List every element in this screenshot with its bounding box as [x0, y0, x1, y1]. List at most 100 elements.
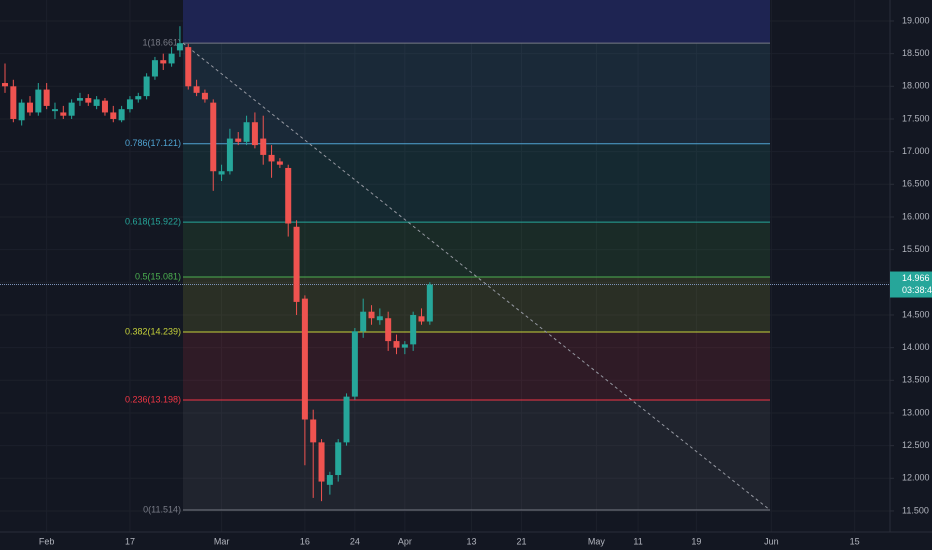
- fib-zone: [183, 143, 770, 223]
- candle-body: [18, 102, 25, 121]
- candle-body: [285, 167, 292, 224]
- candle-body: [351, 331, 358, 397]
- x-tick-label: 16: [300, 536, 310, 546]
- fib-zone: [183, 332, 770, 401]
- fib-zone: [183, 222, 770, 278]
- candle-body: [368, 311, 375, 319]
- fib-label: 0.786(17.121): [125, 138, 181, 148]
- candle-body: [251, 122, 258, 146]
- candle-body: [68, 102, 75, 116]
- candle-body: [135, 96, 142, 100]
- x-tick-label: 11: [633, 536, 642, 546]
- fib-label: 1(18.661): [142, 37, 181, 47]
- y-tick-label: 15.500: [902, 244, 930, 254]
- candle-body: [401, 344, 408, 348]
- candle-body: [160, 60, 167, 64]
- y-tick-label: 13.500: [902, 375, 930, 385]
- candle-body: [335, 442, 342, 476]
- candle-body: [360, 311, 367, 332]
- candle-body: [43, 89, 50, 106]
- candle-body: [301, 298, 308, 420]
- candle-body: [101, 100, 108, 113]
- candle-body: [426, 284, 433, 322]
- fib-label: 0.236(13.198): [125, 394, 181, 404]
- candle-body: [193, 86, 200, 93]
- y-tick-label: 14.000: [902, 342, 930, 352]
- candle-body: [35, 89, 42, 113]
- y-tick-label: 17.500: [902, 113, 930, 123]
- candle-body: [393, 341, 400, 348]
- x-tick-label: Mar: [214, 536, 230, 546]
- candle-body: [310, 419, 317, 443]
- candle-body: [410, 314, 417, 345]
- candle-body: [376, 316, 383, 321]
- candle-body: [293, 226, 300, 302]
- candle-body: [176, 43, 183, 51]
- candle-body: [126, 99, 133, 110]
- x-tick-label: 17: [125, 536, 135, 546]
- candle-body: [318, 442, 325, 482]
- x-tick-label: 24: [350, 536, 360, 546]
- candle-body: [226, 138, 233, 172]
- candle-body: [243, 122, 250, 142]
- candle-body: [185, 47, 192, 87]
- x-tick-label: 19: [691, 536, 701, 546]
- countdown-label: 03:38:46: [902, 285, 932, 295]
- candle-body: [276, 161, 283, 165]
- candle-body: [418, 316, 425, 322]
- candle-body: [85, 98, 92, 103]
- fib-zone: [183, 43, 770, 144]
- y-tick-label: 17.000: [902, 146, 930, 156]
- y-tick-label: 18.500: [902, 48, 930, 58]
- fib-trend-line: [182, 42, 771, 511]
- candle-body: [60, 112, 67, 116]
- y-tick-label: 16.000: [902, 211, 930, 221]
- x-tick-label: Jun: [764, 536, 779, 546]
- fib-label: 0.382(14.239): [125, 326, 181, 336]
- last-price-label: 14.966: [902, 273, 930, 283]
- candle-body: [268, 154, 275, 162]
- fib-label: 0.618(15.922): [125, 216, 181, 226]
- y-tick-label: 13.000: [902, 407, 930, 417]
- candle-body: [143, 76, 150, 97]
- candle-body: [260, 138, 267, 155]
- y-tick-label: 18.000: [902, 81, 930, 91]
- x-tick-label: 13: [466, 536, 476, 546]
- y-tick-label: 11.500: [902, 505, 929, 515]
- x-tick-label: 15: [850, 536, 860, 546]
- fib-zone: [183, 277, 770, 333]
- last-price-tag: [890, 271, 932, 298]
- fib-label: 0.5(15.081): [135, 271, 181, 281]
- fib-label: 0(11.514): [143, 504, 181, 514]
- x-tick-label: Apr: [398, 536, 412, 546]
- y-tick-label: 12.500: [902, 440, 930, 450]
- candle-body: [210, 102, 217, 172]
- candle-body: [151, 60, 158, 77]
- x-tick-label: Feb: [39, 536, 55, 546]
- candle-body: [93, 99, 100, 106]
- x-tick-label: 21: [516, 536, 526, 546]
- candle-body: [26, 102, 33, 113]
- candle-body: [343, 396, 350, 443]
- y-tick-label: 12.000: [902, 473, 930, 483]
- fib-top-zone: [183, 0, 770, 44]
- candle-body: [76, 98, 83, 101]
- fib-zone: [183, 400, 770, 511]
- y-tick-label: 16.500: [902, 179, 930, 189]
- candle-body: [118, 109, 125, 121]
- y-tick-label: 14.500: [902, 309, 930, 319]
- x-tick-label: May: [588, 536, 606, 546]
- y-tick-label: 19.000: [902, 15, 930, 25]
- candle-body: [110, 112, 117, 119]
- candle-body: [168, 53, 175, 64]
- candle-body: [326, 475, 333, 485]
- candle-body: [51, 109, 58, 112]
- candle-body: [2, 83, 8, 87]
- candle-body: [10, 86, 17, 119]
- candle-body: [235, 138, 242, 142]
- candle-body: [385, 318, 392, 342]
- candle-body: [201, 92, 208, 100]
- candle-body: [218, 171, 225, 175]
